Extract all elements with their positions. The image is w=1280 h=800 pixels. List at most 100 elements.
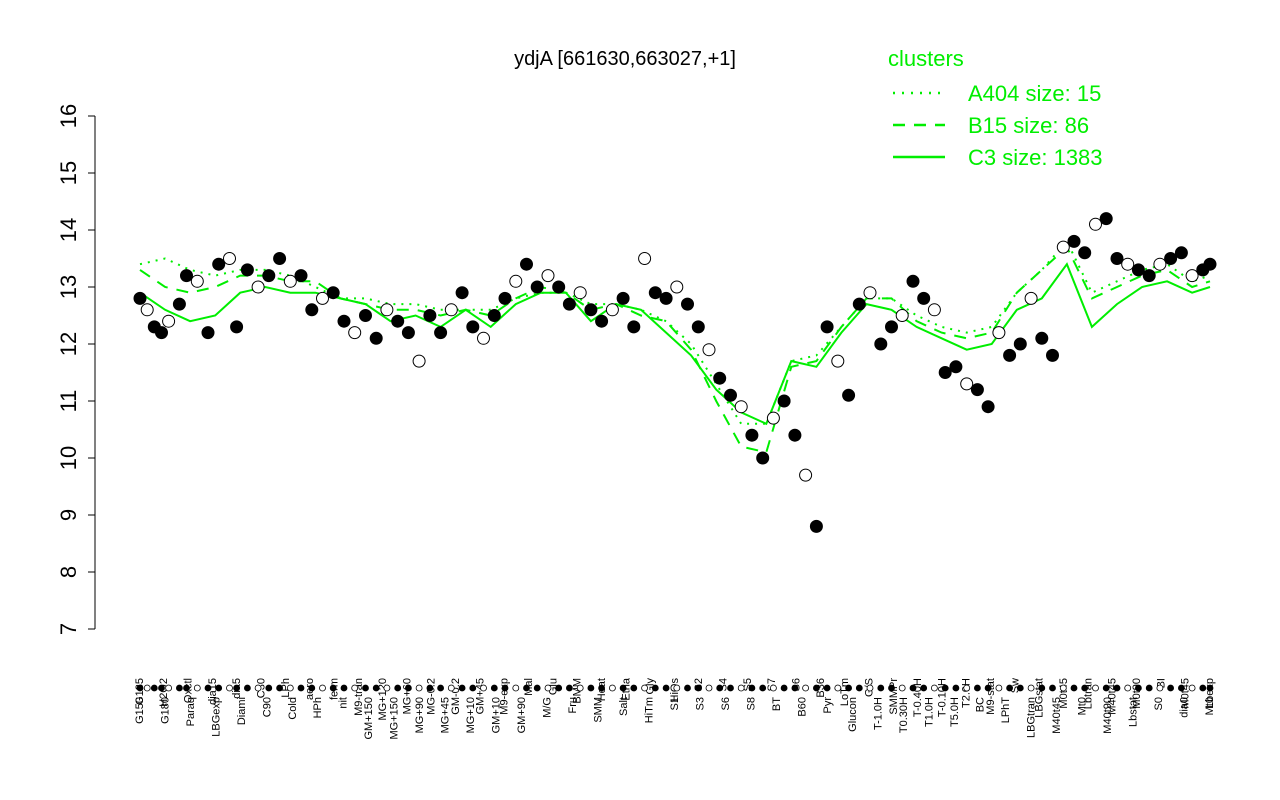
x-tick-marker xyxy=(587,684,595,692)
x-tick-marker xyxy=(651,684,659,692)
x-tick-marker xyxy=(512,684,520,692)
x-tick-marker xyxy=(909,684,917,692)
data-point xyxy=(702,343,716,357)
x-tick-marker xyxy=(641,684,648,692)
x-tick-marker xyxy=(394,684,402,692)
y-tick-label: 12 xyxy=(56,332,81,356)
x-tick-label: MG+90 xyxy=(414,697,426,733)
data-point xyxy=(1153,257,1167,271)
y-tick-label: 14 xyxy=(56,218,81,242)
data-point xyxy=(294,269,308,283)
data-point xyxy=(552,280,566,294)
x-tick-marker xyxy=(737,684,745,692)
x-tick-label: SMM xyxy=(592,697,604,723)
x-tick-label: Salt xyxy=(618,697,630,716)
legend: clusters A404 size: 15 B15 size: 86 C3 s… xyxy=(888,46,1103,170)
data-point xyxy=(391,314,405,328)
data-point xyxy=(133,291,147,305)
x-tick-label: dia15 xyxy=(207,678,219,705)
x-tick-label: Glu xyxy=(547,678,559,695)
y-axis: 7 8 9 10 11 12 13 14 15 16 xyxy=(56,104,95,635)
x-tick-label: GM+10 xyxy=(491,697,503,733)
x-tick-marker xyxy=(362,684,369,692)
data-point xyxy=(1013,337,1027,351)
data-point xyxy=(627,320,641,334)
x-tick-marker xyxy=(372,684,380,692)
data-point xyxy=(960,377,974,391)
x-tick-label: GM+90 xyxy=(516,697,528,733)
x-tick-label: T2.0H xyxy=(961,678,973,708)
x-tick-marker xyxy=(619,684,627,692)
data-point xyxy=(1056,240,1070,254)
x-tick-marker xyxy=(802,684,809,692)
x-tick-label: T-0.10H xyxy=(936,678,948,717)
data-point xyxy=(1121,257,1135,271)
x-tick-marker xyxy=(995,684,1003,692)
data-point xyxy=(820,320,834,334)
x-tick-label: LBGexp xyxy=(210,697,222,737)
x-tick-marker xyxy=(1102,684,1110,692)
x-tick-marker xyxy=(780,684,788,692)
y-tick-label: 8 xyxy=(56,566,81,578)
legend-title: clusters xyxy=(888,46,964,71)
data-point xyxy=(938,366,952,379)
x-tick-label: Diami xyxy=(236,697,248,725)
x-tick-label: M40t90 xyxy=(1102,697,1114,734)
y-tick-label: 15 xyxy=(56,161,81,185)
x-tick-marker xyxy=(662,684,670,692)
x-tick-label: GM+150 xyxy=(363,697,375,740)
x-tick-marker xyxy=(490,684,498,692)
data-point xyxy=(852,297,866,311)
y-tick-label: 16 xyxy=(56,104,81,128)
data-point xyxy=(573,286,587,300)
x-tick-label: G135 xyxy=(134,678,146,705)
data-points xyxy=(133,212,1217,533)
data-point xyxy=(1003,348,1017,362)
data-point xyxy=(230,320,244,334)
x-tick-label: B36 xyxy=(815,678,827,698)
data-point xyxy=(423,309,437,322)
x-tick-marker xyxy=(952,684,960,692)
data-point xyxy=(223,252,236,265)
x-tick-marker xyxy=(1016,684,1024,692)
data-point xyxy=(326,286,340,300)
x-tick-marker xyxy=(404,684,412,692)
data-point xyxy=(155,326,168,340)
data-point xyxy=(541,269,555,283)
x-tick-marker xyxy=(834,684,842,692)
data-point xyxy=(140,303,154,317)
x-tick-marker xyxy=(426,684,434,692)
data-point xyxy=(906,274,920,288)
x-tick-marker xyxy=(1070,684,1078,692)
x-tick-label: G180 xyxy=(159,697,171,724)
x-tick-marker xyxy=(158,684,165,692)
x-tick-marker xyxy=(813,684,820,692)
data-point xyxy=(992,326,1006,340)
x-tick-marker xyxy=(898,684,906,692)
x-tick-marker xyxy=(501,684,509,692)
data-point xyxy=(305,303,319,317)
x-tick-label: Pyr xyxy=(822,697,834,714)
x-tick-marker xyxy=(193,684,201,692)
data-point xyxy=(949,360,963,374)
data-point xyxy=(917,291,931,305)
x-tick-marker xyxy=(415,684,423,692)
x-tick-label: Cold xyxy=(287,697,299,720)
x-tick-marker xyxy=(233,684,241,692)
x-tick-label: BI xyxy=(1155,678,1167,688)
data-point xyxy=(434,326,448,340)
x-tick-marker xyxy=(694,684,702,692)
x-tick-marker xyxy=(308,684,316,692)
x-tick-marker xyxy=(533,684,541,692)
x-tick-marker xyxy=(1188,684,1196,692)
data-point xyxy=(1078,246,1092,260)
x-tick-marker xyxy=(1178,684,1185,692)
x-tick-marker xyxy=(888,684,895,692)
x-tick-marker xyxy=(598,684,605,692)
x-tick-marker xyxy=(770,684,777,692)
data-point xyxy=(190,274,204,288)
data-point xyxy=(1035,331,1049,345)
x-tick-marker xyxy=(297,684,305,692)
x-tick-marker xyxy=(1135,684,1142,692)
